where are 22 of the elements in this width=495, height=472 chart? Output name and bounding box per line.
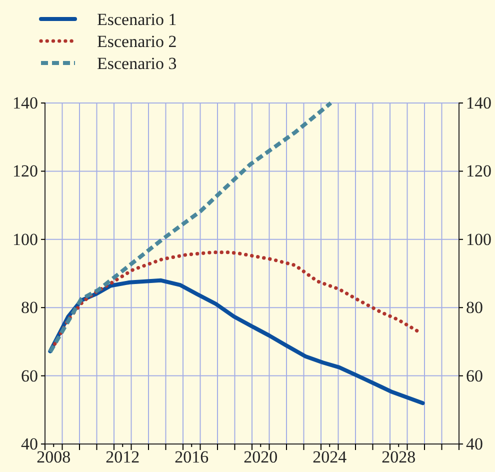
y2-tick-label: 120 xyxy=(466,162,492,181)
y2-tick-label: 60 xyxy=(466,366,483,386)
legend-label: Escenario 3 xyxy=(97,54,177,73)
line-series xyxy=(48,101,333,354)
x-tick-label: 2020 xyxy=(244,447,278,466)
y-tick-label: 140 xyxy=(12,93,38,112)
x-tick-label: 2008 xyxy=(36,447,71,466)
y-tick-label: 100 xyxy=(12,230,38,249)
x-tick-label: 2024 xyxy=(312,447,348,466)
y-tick-label: 40 xyxy=(21,434,38,454)
y2-tick-label: 140 xyxy=(466,93,492,112)
y-tick-label: 60 xyxy=(21,366,38,386)
legend-label: Escenario 2 xyxy=(97,32,177,51)
legend-label: Escenario 1 xyxy=(97,10,177,29)
y2-tick-label: 40 xyxy=(466,434,483,454)
y2-tick-label: 100 xyxy=(466,230,492,249)
y2-tick-label: 80 xyxy=(466,298,483,318)
y-tick-label: 80 xyxy=(21,298,38,318)
x-tick-label: 2028 xyxy=(382,447,416,466)
x-tick-label: 2012 xyxy=(106,447,140,466)
y-tick-label: 120 xyxy=(12,162,38,181)
x-tick-label: 2016 xyxy=(174,447,209,466)
